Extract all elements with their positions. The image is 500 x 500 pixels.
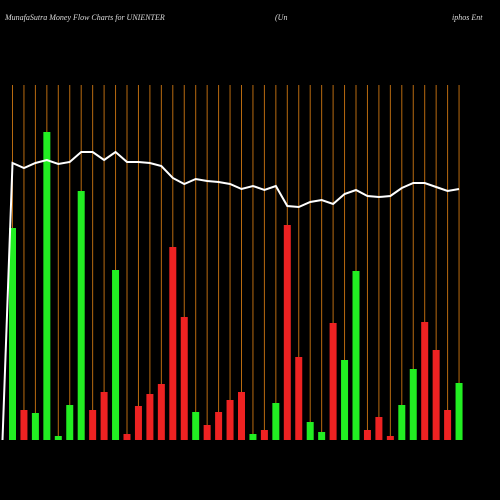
bar — [215, 412, 223, 440]
bar — [329, 323, 337, 440]
bar — [134, 406, 142, 440]
bar — [363, 430, 371, 440]
bar — [123, 434, 131, 440]
bar — [203, 425, 211, 440]
bar — [398, 405, 406, 440]
bar — [238, 392, 245, 440]
bar — [20, 410, 28, 440]
bar — [9, 228, 16, 440]
bar — [100, 392, 108, 440]
bar — [455, 383, 463, 440]
chart-subtitle: iphos Ent — [452, 13, 483, 22]
bar — [272, 403, 280, 440]
bar — [112, 270, 120, 440]
bar — [43, 132, 51, 440]
bar — [66, 405, 74, 440]
bar — [249, 434, 257, 440]
bar — [409, 369, 417, 440]
bar — [341, 360, 349, 440]
bar — [386, 436, 394, 440]
money-flow-line — [1, 150, 460, 441]
bar — [146, 394, 154, 440]
bar — [432, 350, 440, 440]
bar — [260, 430, 268, 440]
bar — [157, 384, 165, 440]
bar — [54, 436, 62, 440]
bar — [318, 432, 326, 440]
bar — [421, 322, 429, 440]
bar — [295, 357, 303, 440]
bar — [77, 191, 85, 440]
bar — [444, 410, 452, 440]
bar — [169, 247, 177, 440]
bar — [306, 422, 314, 440]
bar — [31, 413, 39, 440]
chart-title: MunafaSutra Money Flow Charts for UNIENT… — [4, 13, 165, 22]
bar — [375, 417, 383, 440]
chart-subtitle: (Un — [275, 13, 287, 22]
bar — [283, 225, 291, 440]
bar — [89, 410, 97, 440]
bar — [180, 317, 188, 440]
bar — [226, 400, 234, 440]
bar — [352, 271, 360, 440]
bar — [192, 412, 200, 440]
